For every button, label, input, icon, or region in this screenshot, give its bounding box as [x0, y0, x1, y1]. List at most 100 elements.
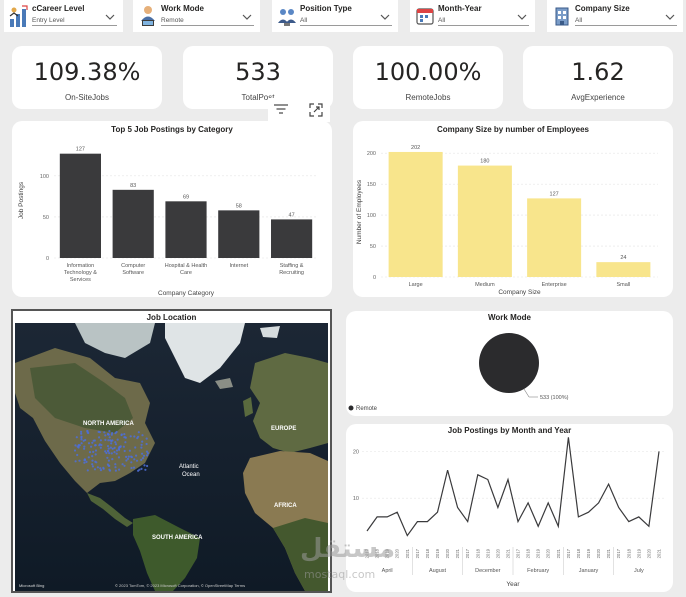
map-data-point[interactable] [76, 453, 79, 457]
map-data-point[interactable] [127, 455, 130, 458]
slicer-value[interactable]: All [300, 17, 308, 24]
map-data-point[interactable] [76, 445, 79, 448]
map-data-point[interactable] [110, 439, 113, 443]
map-data-point[interactable] [108, 469, 112, 472]
chevron-down-icon[interactable] [380, 13, 390, 21]
map-data-point[interactable] [123, 449, 126, 453]
chevron-down-icon[interactable] [105, 13, 115, 21]
map-data-point[interactable] [146, 452, 150, 455]
map-data-point[interactable] [141, 440, 144, 443]
map-data-point[interactable] [78, 459, 81, 462]
map-data-point[interactable] [90, 445, 93, 448]
map-data-point[interactable] [99, 469, 103, 472]
map-data-point[interactable] [104, 450, 107, 453]
chevron-down-icon[interactable] [517, 13, 527, 21]
map-data-point[interactable] [128, 449, 131, 452]
map-data-point[interactable] [94, 453, 97, 456]
map-data-point[interactable] [126, 457, 130, 460]
map-data-point[interactable] [114, 466, 117, 469]
bar[interactable] [457, 165, 512, 277]
map-data-point[interactable] [115, 452, 118, 455]
map-data-point[interactable] [136, 437, 139, 440]
map-data-point[interactable] [92, 450, 95, 453]
map-data-point[interactable] [98, 436, 101, 439]
map-data-point[interactable] [137, 431, 140, 434]
map-data-point[interactable] [80, 435, 83, 438]
map-data-point[interactable] [110, 433, 113, 436]
map-data-point[interactable] [96, 466, 99, 469]
slicer-career-level[interactable]: ‎cCareer Level Entry Level [4, 0, 123, 32]
map-data-point[interactable] [145, 437, 148, 440]
map-data-point[interactable] [116, 438, 119, 441]
map-data-point[interactable] [125, 455, 128, 458]
map-data-point[interactable] [119, 445, 122, 448]
map-data-point[interactable] [94, 449, 98, 452]
map-data-point[interactable] [108, 430, 111, 433]
focus-mode-icon[interactable] [308, 102, 324, 118]
map-data-point[interactable] [134, 446, 137, 449]
map-data-point[interactable] [124, 436, 127, 439]
bar[interactable] [59, 153, 101, 258]
map-data-point[interactable] [99, 439, 102, 442]
map-data-point[interactable] [146, 454, 149, 457]
map-data-point[interactable] [93, 468, 97, 471]
map-data-point[interactable] [130, 466, 133, 470]
map-data-point[interactable] [141, 452, 144, 455]
map-data-point[interactable] [74, 444, 77, 447]
map-data-point[interactable] [83, 458, 86, 461]
bar[interactable] [112, 189, 154, 258]
map-data-point[interactable] [104, 434, 107, 437]
map-data-point[interactable] [106, 445, 110, 448]
map-data-point[interactable] [140, 467, 143, 470]
map-data-point[interactable] [91, 459, 94, 462]
map-data-point[interactable] [87, 456, 90, 459]
map-data-point[interactable] [140, 458, 143, 461]
map-data-point[interactable] [145, 450, 149, 453]
map-data-point[interactable] [114, 441, 117, 444]
job-density-dots[interactable] [73, 429, 150, 472]
map-data-point[interactable] [85, 460, 88, 463]
pie-slice-remote[interactable] [479, 333, 539, 393]
map-data-point[interactable] [106, 456, 109, 459]
map-data-point[interactable] [105, 451, 108, 455]
map-data-point[interactable] [133, 458, 136, 461]
map-data-point[interactable] [94, 460, 97, 463]
map-data-point[interactable] [107, 464, 110, 467]
map-data-point[interactable] [111, 458, 114, 461]
map-data-point[interactable] [142, 454, 146, 457]
map-data-point[interactable] [86, 469, 89, 472]
chevron-down-icon[interactable] [665, 13, 675, 21]
map-data-point[interactable] [87, 442, 91, 445]
slicer-company-size[interactable]: Company Size All [547, 0, 683, 32]
map-data-point[interactable] [107, 459, 110, 462]
map-data-point[interactable] [114, 469, 117, 472]
map-data-point[interactable] [132, 466, 136, 469]
bar[interactable] [271, 219, 313, 258]
slicer-value[interactable]: Entry Level [32, 17, 65, 24]
filter-icon[interactable] [273, 103, 289, 115]
map-data-point[interactable] [86, 430, 89, 433]
map-data-point[interactable] [144, 468, 147, 471]
map-data-point[interactable] [74, 460, 77, 463]
map-data-point[interactable] [106, 449, 109, 452]
map-data-point[interactable] [118, 448, 121, 451]
map-data-point[interactable] [129, 435, 132, 438]
map-data-point[interactable] [141, 434, 144, 437]
map-data-point[interactable] [109, 446, 112, 449]
map-data-point[interactable] [94, 444, 97, 447]
map-data-point[interactable] [80, 432, 83, 435]
map-data-point[interactable] [102, 466, 105, 469]
map-data-point[interactable] [117, 456, 121, 459]
map-data-point[interactable] [133, 435, 136, 438]
map-data-point[interactable] [111, 447, 114, 450]
map-data-point[interactable] [83, 447, 86, 450]
slicer-value[interactable]: Remote [161, 17, 184, 24]
map-data-point[interactable] [91, 465, 94, 468]
map-data-point[interactable] [80, 430, 83, 433]
map-data-point[interactable] [121, 463, 124, 466]
map-data-point[interactable] [110, 442, 113, 445]
map-data-point[interactable] [80, 442, 83, 445]
map-data-point[interactable] [140, 446, 143, 449]
map-data-point[interactable] [123, 433, 126, 436]
map-data-point[interactable] [120, 433, 123, 437]
